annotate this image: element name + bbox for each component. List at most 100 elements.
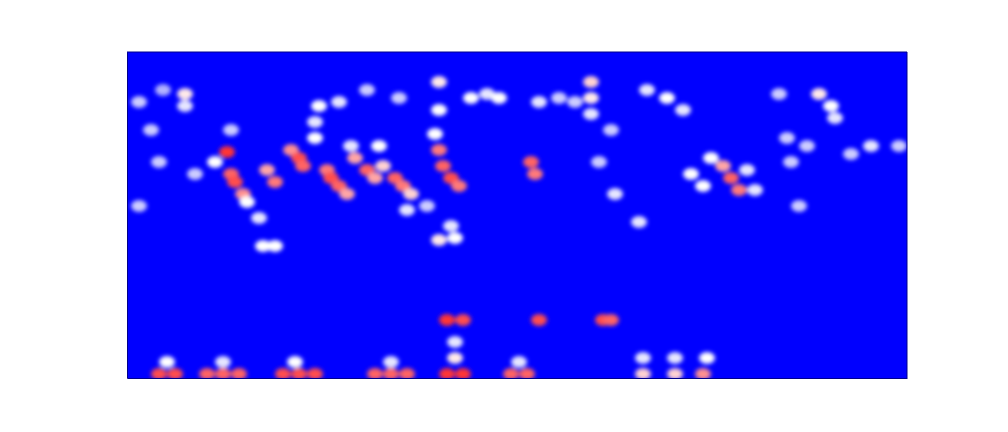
cell	[827, 112, 843, 124]
cell	[455, 368, 471, 378]
cell	[863, 140, 879, 152]
cell	[659, 92, 675, 104]
cell	[367, 368, 383, 378]
cell	[583, 108, 599, 120]
cell	[187, 168, 203, 180]
plot-area	[127, 52, 907, 378]
cell	[403, 188, 419, 200]
cell	[667, 368, 683, 378]
cell	[695, 368, 711, 378]
cell	[131, 96, 147, 108]
cell	[519, 368, 535, 378]
cell	[503, 368, 519, 378]
cell	[391, 92, 407, 104]
cell	[583, 76, 599, 88]
cell	[451, 180, 467, 192]
cell	[527, 168, 543, 180]
cell	[491, 92, 507, 104]
cell	[215, 356, 231, 368]
chart	[0, 0, 1008, 432]
cell	[177, 100, 193, 112]
cell	[431, 104, 447, 116]
cell	[331, 96, 347, 108]
cell	[823, 100, 839, 112]
cell	[731, 184, 747, 196]
cell	[783, 156, 799, 168]
cell	[295, 160, 311, 172]
cell	[177, 88, 193, 100]
cell	[207, 156, 223, 168]
cell	[771, 88, 787, 100]
cell	[359, 84, 375, 96]
cell	[603, 124, 619, 136]
cell	[275, 368, 291, 378]
cell	[339, 188, 355, 200]
cell	[799, 140, 815, 152]
y-axis	[127, 53, 128, 379]
cell	[155, 84, 171, 96]
cell	[567, 96, 583, 108]
cell	[307, 116, 323, 128]
cell	[443, 220, 459, 232]
cell	[367, 172, 383, 184]
cell	[531, 96, 547, 108]
cell	[399, 368, 415, 378]
cell	[143, 124, 159, 136]
cell	[167, 368, 183, 378]
cell	[439, 314, 455, 326]
cell	[427, 128, 443, 140]
cell	[347, 152, 363, 164]
cell	[639, 84, 655, 96]
cell	[227, 176, 243, 188]
cell	[675, 104, 691, 116]
cell	[779, 132, 795, 144]
cells	[131, 76, 907, 378]
cell	[371, 140, 387, 152]
cell	[523, 156, 539, 168]
cell	[291, 368, 307, 378]
cell	[343, 140, 359, 152]
cell	[159, 356, 175, 368]
axis-line	[128, 378, 908, 379]
cell	[447, 232, 463, 244]
cell	[307, 132, 323, 144]
frame-top	[127, 52, 907, 53]
cell	[383, 368, 399, 378]
cell	[583, 92, 599, 104]
cell	[383, 356, 399, 368]
cell	[531, 314, 547, 326]
cell	[223, 124, 239, 136]
plot	[127, 52, 908, 380]
cell	[431, 76, 447, 88]
axis-line	[127, 53, 128, 379]
cell	[435, 160, 451, 172]
cell	[151, 156, 167, 168]
cell	[311, 100, 327, 112]
cell	[375, 160, 391, 172]
cell	[251, 212, 267, 224]
cell	[447, 336, 463, 348]
cell	[715, 160, 731, 172]
cell	[791, 200, 807, 212]
cell	[439, 368, 455, 378]
cell	[739, 164, 755, 176]
frame-right	[907, 52, 908, 378]
cell	[603, 314, 619, 326]
cell	[259, 164, 275, 176]
cell	[635, 352, 651, 364]
cell	[551, 92, 567, 104]
cell	[667, 352, 683, 364]
cell	[131, 200, 147, 212]
cell	[695, 180, 711, 192]
cell	[239, 196, 255, 208]
cell	[431, 144, 447, 156]
cell	[419, 200, 435, 212]
cell	[219, 146, 235, 158]
cell	[703, 152, 719, 164]
cell	[215, 368, 231, 378]
cell	[635, 368, 651, 378]
cell	[607, 188, 623, 200]
background	[127, 52, 907, 378]
cell	[447, 352, 463, 364]
cell	[455, 314, 471, 326]
